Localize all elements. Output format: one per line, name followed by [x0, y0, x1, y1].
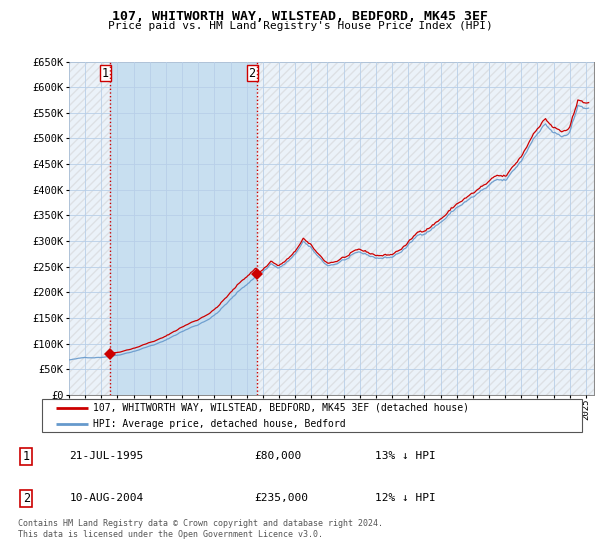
- Text: Contains HM Land Registry data © Crown copyright and database right 2024.
This d: Contains HM Land Registry data © Crown c…: [18, 519, 383, 539]
- Text: £235,000: £235,000: [254, 493, 308, 503]
- Bar: [69, 62, 110, 395]
- Text: 107, WHITWORTH WAY, WILSTEAD, BEDFORD, MK45 3EF (detached house): 107, WHITWORTH WAY, WILSTEAD, BEDFORD, M…: [94, 403, 469, 413]
- Text: 1: 1: [23, 450, 30, 463]
- Text: 2: 2: [23, 492, 30, 505]
- Text: 21-JUL-1995: 21-JUL-1995: [70, 451, 144, 461]
- FancyBboxPatch shape: [42, 399, 582, 432]
- Text: 12% ↓ HPI: 12% ↓ HPI: [375, 493, 436, 503]
- Bar: [257, 62, 594, 395]
- Text: 2: 2: [248, 67, 256, 80]
- Text: £80,000: £80,000: [254, 451, 301, 461]
- Text: 1: 1: [102, 67, 109, 80]
- Text: 13% ↓ HPI: 13% ↓ HPI: [375, 451, 436, 461]
- Text: Price paid vs. HM Land Registry's House Price Index (HPI): Price paid vs. HM Land Registry's House …: [107, 21, 493, 31]
- Text: 107, WHITWORTH WAY, WILSTEAD, BEDFORD, MK45 3EF: 107, WHITWORTH WAY, WILSTEAD, BEDFORD, M…: [112, 10, 488, 23]
- Text: HPI: Average price, detached house, Bedford: HPI: Average price, detached house, Bedf…: [94, 419, 346, 429]
- Text: 10-AUG-2004: 10-AUG-2004: [70, 493, 144, 503]
- Bar: [110, 62, 257, 395]
